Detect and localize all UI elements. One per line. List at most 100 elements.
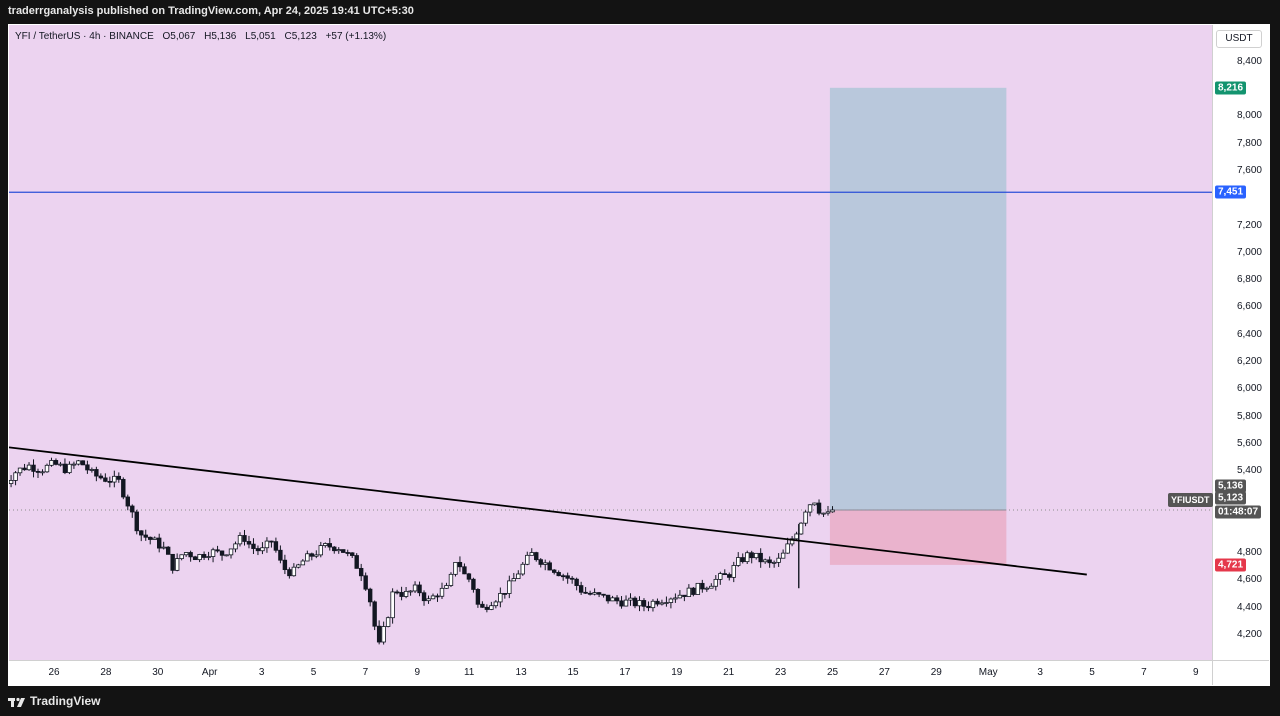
candle-body xyxy=(314,554,319,557)
candle-body xyxy=(13,472,18,481)
candle-body xyxy=(9,480,14,484)
candle-body xyxy=(260,547,265,552)
candle-body xyxy=(0,486,4,487)
candle-body xyxy=(722,573,727,576)
price-tick-label: 8,400 xyxy=(1236,55,1262,67)
candle-body xyxy=(682,594,687,597)
candle-body xyxy=(71,463,77,466)
price-tick-label: 7,800 xyxy=(1236,137,1262,149)
candle-body xyxy=(192,556,198,561)
time-tick-label: 11 xyxy=(463,667,475,678)
candle-body xyxy=(85,464,90,471)
chart-plot-area[interactable] xyxy=(9,25,1212,660)
candle-body xyxy=(825,511,831,514)
candle-body xyxy=(780,552,786,559)
candle-body xyxy=(718,573,723,580)
candle-body xyxy=(165,546,171,555)
candle-body xyxy=(107,480,113,483)
time-tick-label: 3 xyxy=(258,667,265,678)
candle-body xyxy=(130,505,135,513)
target-zone xyxy=(829,87,1007,511)
candle-body xyxy=(345,552,350,554)
time-tick-label: 23 xyxy=(775,667,787,678)
price-tick-label: 5,800 xyxy=(1236,410,1262,422)
candle-body xyxy=(736,557,741,566)
publisher-line: traderrganalysis published on TradingVie… xyxy=(8,5,414,17)
candle-body xyxy=(727,574,732,578)
price-tick-label: 6,600 xyxy=(1236,301,1262,313)
candle-body xyxy=(367,588,373,603)
candle-body xyxy=(188,552,193,558)
candle-body xyxy=(206,556,211,558)
tradingview-logo[interactable]: TradingView xyxy=(8,694,100,708)
candle-body xyxy=(547,562,552,571)
candle-body xyxy=(525,554,530,565)
candle-countdown-badge: 01:48:07 xyxy=(1215,505,1262,519)
candle-body xyxy=(803,511,808,524)
candle-body xyxy=(152,537,157,540)
candle-body xyxy=(771,561,777,564)
price-tick-label: 6,800 xyxy=(1236,274,1262,286)
candle-body xyxy=(673,597,678,600)
stop-price-badge: 4,721 xyxy=(1215,558,1247,572)
candle-body xyxy=(412,584,418,592)
price-axis[interactable] xyxy=(1212,25,1269,660)
time-tick-label: 27 xyxy=(878,667,890,678)
time-tick-label: 7 xyxy=(362,667,369,678)
candle-body xyxy=(830,509,835,513)
candle-body xyxy=(31,464,36,472)
candle-body xyxy=(650,600,656,609)
currency-button[interactable]: USDT xyxy=(1216,30,1262,48)
candle-body xyxy=(332,546,337,552)
time-tick-label: 7 xyxy=(1141,667,1147,678)
tradingview-logo-icon xyxy=(8,694,26,708)
candle-body xyxy=(798,522,804,535)
time-tick-label: 13 xyxy=(515,667,527,678)
candle-body xyxy=(350,552,355,556)
candle-body xyxy=(745,552,750,563)
candle-body xyxy=(592,592,597,595)
candle-body xyxy=(5,484,9,486)
candle-body xyxy=(98,475,104,479)
tradingview-logo-text: TradingView xyxy=(30,694,101,708)
candle-body xyxy=(89,469,95,471)
candle-body xyxy=(22,467,27,471)
candle-body xyxy=(628,597,633,601)
price-tick-label: 4,600 xyxy=(1236,574,1262,586)
candle-body xyxy=(318,545,323,556)
price-tick-label: 4,200 xyxy=(1236,629,1262,640)
candle-body xyxy=(170,553,175,571)
candle-body xyxy=(493,601,499,607)
candle-body xyxy=(659,602,665,605)
symbol-name[interactable]: YFI / TetherUS · 4h · BINANCE xyxy=(15,31,154,42)
candle-body xyxy=(251,543,256,549)
candle-body xyxy=(776,557,781,563)
candle-body xyxy=(749,552,754,559)
candle-body xyxy=(731,565,736,578)
price-tick-label: 7,600 xyxy=(1236,164,1262,176)
candle-body xyxy=(587,592,593,595)
candle-body xyxy=(655,600,660,605)
candle-body xyxy=(691,587,696,595)
candle-body xyxy=(619,600,624,607)
candle-body xyxy=(296,564,301,568)
resistance-price-badge: 7,451 xyxy=(1215,185,1247,199)
last-price-badge: 5,123 xyxy=(1215,491,1247,505)
candle-body xyxy=(614,597,620,602)
candle-body xyxy=(529,552,534,556)
axis-corner xyxy=(1212,660,1269,685)
candle-body xyxy=(565,575,570,579)
time-axis[interactable] xyxy=(9,660,1212,685)
candle-body xyxy=(816,502,822,514)
time-tick-label: 29 xyxy=(930,667,942,678)
time-tick-label: 21 xyxy=(723,667,735,678)
candle-body xyxy=(17,467,23,474)
footer-bar: TradingView xyxy=(0,688,1280,716)
ohlc-close: C5,123 xyxy=(284,31,317,42)
candle-body xyxy=(498,593,503,603)
candle-body xyxy=(700,582,705,590)
candle-body xyxy=(219,550,225,556)
current-high-badge: 5,136 xyxy=(1215,479,1247,493)
candle-body xyxy=(489,605,494,610)
